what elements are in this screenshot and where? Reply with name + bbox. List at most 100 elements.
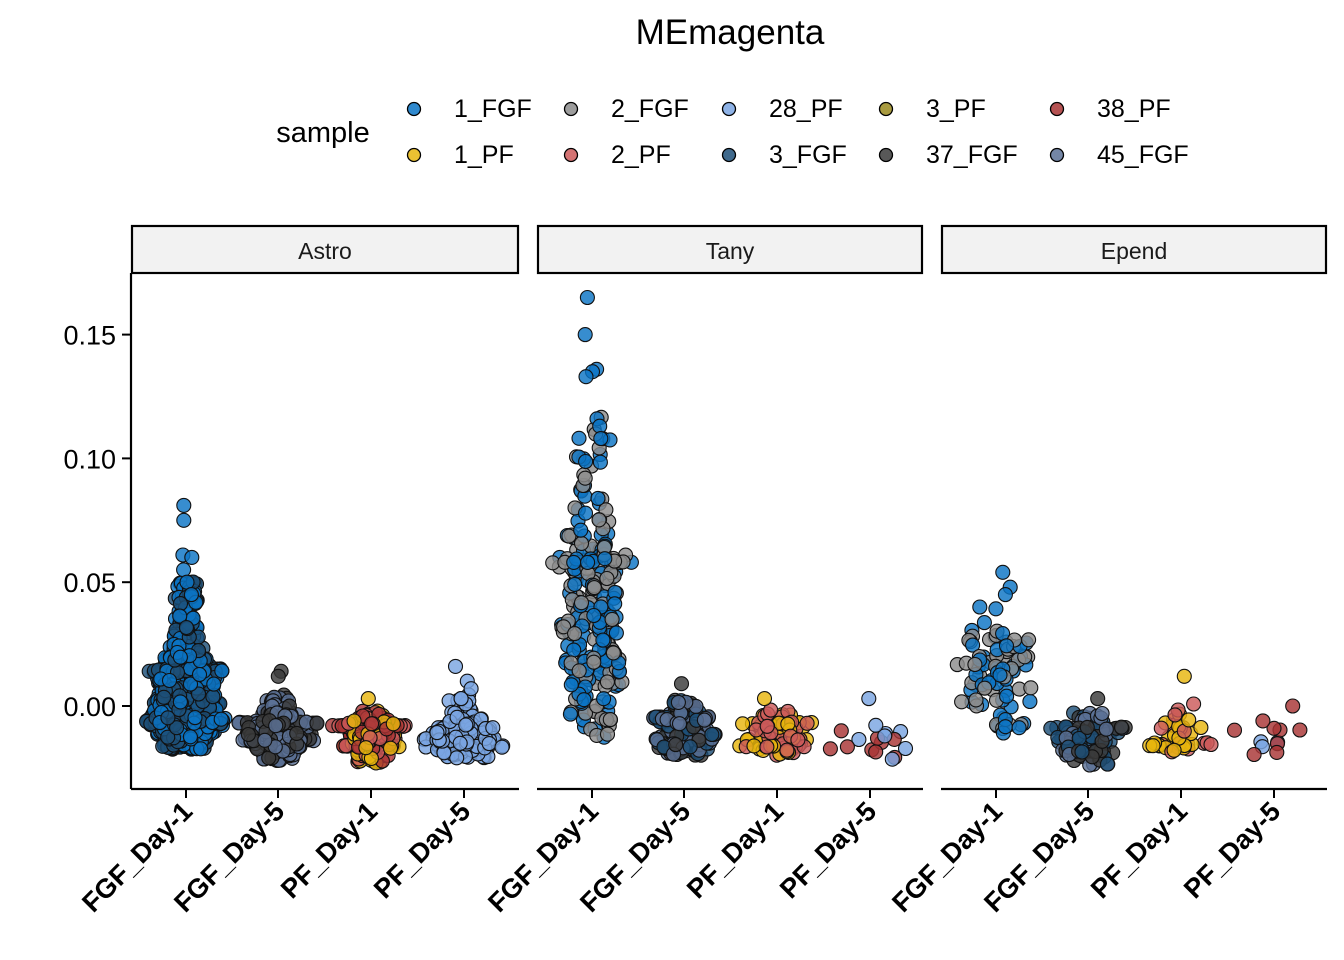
group-FGF_Day-1 <box>139 497 233 757</box>
data-point <box>976 615 992 631</box>
data-point <box>586 607 602 624</box>
data-point <box>178 619 194 636</box>
data-point <box>458 717 474 733</box>
data-point <box>346 713 362 729</box>
data-point <box>183 587 199 603</box>
data-point <box>481 736 497 752</box>
data-point <box>992 667 1008 683</box>
group-FGF_Day-5 <box>646 676 723 763</box>
data-point <box>756 691 773 707</box>
y-axis: 0.15 0.10 0.05 0.00 <box>63 273 133 789</box>
data-point <box>998 638 1015 654</box>
data-point <box>586 580 602 596</box>
data-point <box>1090 691 1106 707</box>
data-point <box>562 706 578 722</box>
data-point <box>746 738 762 754</box>
data-point <box>799 715 815 731</box>
data-point <box>567 626 583 642</box>
strip-label: Epend <box>1101 238 1168 264</box>
data-point <box>999 688 1015 704</box>
data-point <box>1186 696 1202 712</box>
data-point <box>822 741 838 757</box>
group-FGF_Day-5 <box>231 663 325 768</box>
data-point <box>172 649 188 665</box>
data-point <box>608 625 624 641</box>
legend-label-45_FGF: 45_FGF <box>1097 141 1189 169</box>
data-point <box>1153 720 1169 736</box>
data-point <box>1011 720 1027 736</box>
x-tick-label: PF_Day-1 <box>681 796 789 904</box>
data-point <box>160 710 176 726</box>
data-point <box>597 551 613 567</box>
legend-label-38_PF: 38_PF <box>1097 95 1171 123</box>
data-point <box>1023 680 1039 696</box>
data-point <box>571 430 587 446</box>
data-point <box>573 595 590 611</box>
data-point <box>968 692 984 708</box>
data-point <box>214 663 230 679</box>
data-point <box>190 686 207 702</box>
group-PF_Day-1 <box>1142 668 1219 760</box>
data-point <box>604 611 620 627</box>
data-point <box>602 712 618 728</box>
data-point <box>605 645 621 661</box>
legend-label-28_PF: 28_PF <box>769 95 843 123</box>
group-PF_Day-5 <box>1226 698 1308 763</box>
data-point <box>1193 719 1209 736</box>
group-PF_Day-1 <box>325 691 413 771</box>
data-point <box>599 674 615 690</box>
data-point <box>1098 721 1114 737</box>
data-point <box>358 740 374 756</box>
y-tick-label: 0.05 <box>63 568 116 598</box>
data-point <box>1145 738 1161 754</box>
data-point <box>839 739 855 755</box>
data-point <box>563 677 579 693</box>
x-tick-label: PF_Day-5 <box>368 796 476 904</box>
data-point <box>463 681 479 697</box>
data-point <box>596 691 612 707</box>
data-point <box>193 741 209 757</box>
group-FGF_Day-1 <box>545 289 639 745</box>
data-point <box>995 564 1011 580</box>
y-tick-label: 0.10 <box>63 444 116 474</box>
data-point <box>592 418 608 434</box>
data-point <box>576 692 592 708</box>
data-point <box>176 497 192 513</box>
data-point <box>599 726 616 742</box>
x-tick-label: PF_Day-1 <box>275 796 383 904</box>
legend-key-3_FGF <box>721 147 737 163</box>
data-point <box>172 608 188 624</box>
data-point <box>382 740 399 756</box>
data-point <box>599 570 615 587</box>
data-point <box>172 694 188 710</box>
data-point <box>1203 736 1219 753</box>
strip-label: Tany <box>706 238 755 264</box>
data-point <box>673 676 690 692</box>
legend-key-1_PF <box>406 147 422 163</box>
data-point <box>206 676 222 692</box>
data-point <box>1176 668 1192 684</box>
data-point <box>452 735 468 751</box>
data-point <box>997 587 1013 603</box>
x-tick-label: PF_Day-5 <box>774 796 882 904</box>
data-point <box>586 654 602 670</box>
data-point <box>884 751 900 767</box>
data-point <box>997 719 1013 735</box>
group-PF_Day-1 <box>732 691 820 763</box>
data-point <box>868 717 884 733</box>
strip-label: Astro <box>298 238 352 264</box>
data-point <box>205 689 221 705</box>
data-point <box>671 716 688 732</box>
data-point <box>861 691 877 707</box>
data-point <box>1074 744 1090 760</box>
data-point <box>833 723 849 739</box>
data-point <box>494 739 510 755</box>
data-point <box>591 512 607 528</box>
data-point <box>696 712 712 728</box>
x-tick-label: PF_Day-5 <box>1178 796 1286 904</box>
y-tick-label: 0.15 <box>63 321 116 351</box>
data-point <box>578 453 594 470</box>
data-point <box>161 672 178 689</box>
